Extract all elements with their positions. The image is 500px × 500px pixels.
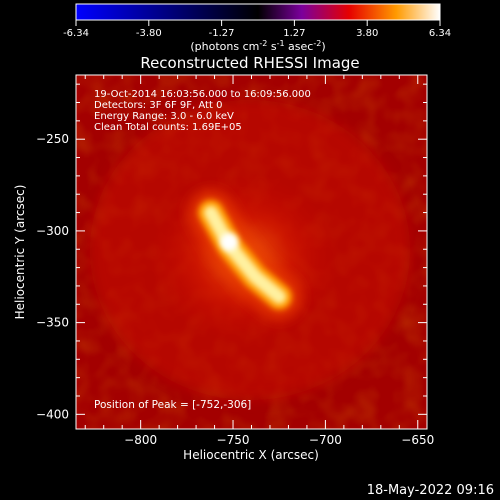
timestamp: 18-May-2022 09:16 (367, 483, 494, 498)
x-axis-title: Heliocentric X (arcsec) (183, 448, 319, 462)
y-tick-label: −250 (36, 132, 69, 146)
peak-position-label: Position of Peak = [-752,-306] (94, 399, 251, 411)
info-line: Energy Range: 3.0 - 6.0 keV (94, 111, 234, 122)
colorbar-tick-label: -3.80 (136, 28, 162, 39)
x-tick-label: −650 (401, 433, 434, 447)
info-line: 19-Oct-2014 16:03:56.000 to 16:09:56.000 (94, 89, 311, 100)
axis-tick-labels: −800 −750 −700 −650 −250 −300 −350 −400 (36, 132, 434, 447)
flare-source (148, 172, 339, 343)
colorbar-tick-label: -1.27 (209, 28, 235, 39)
colorbar-tick-label: 6.34 (429, 28, 451, 39)
source-core (203, 205, 287, 304)
colorbar-tick-label: 3.80 (356, 28, 378, 39)
chart-title: Reconstructed RHESSI Image (140, 54, 359, 72)
info-text-block: 19-Oct-2014 16:03:56.000 to 16:09:56.000… (94, 89, 311, 133)
colorbar-label: (photons cm-2 s-1 asec-2) (190, 39, 325, 53)
x-tick-label: −750 (217, 433, 250, 447)
x-tick-label: −800 (124, 433, 157, 447)
y-tick-label: −300 (36, 224, 69, 238)
colorbar-gradient (75, 3, 441, 21)
heatmap-image (76, 75, 427, 429)
axis-ticks (76, 75, 427, 429)
info-line: Detectors: 3F 6F 9F, Att 0 (94, 100, 222, 111)
y-tick-label: −350 (36, 316, 69, 330)
colorbar-tick-label: 1.27 (283, 28, 305, 39)
source-peak (220, 232, 239, 251)
colorbar-tick-label: -6.34 (63, 28, 89, 39)
y-tick-label: −400 (36, 407, 69, 421)
x-tick-label: −700 (309, 433, 342, 447)
colorbar-ticks: -6.34 -3.80 -1.27 1.27 3.80 6.34 (63, 20, 451, 39)
y-axis-title: Heliocentric Y (arcsec) (13, 185, 27, 320)
info-line: Clean Total counts: 1.69E+05 (94, 122, 242, 133)
colorbar: -6.34 -3.80 -1.27 1.27 3.80 6.34 (photons cm-… (63, 3, 451, 53)
